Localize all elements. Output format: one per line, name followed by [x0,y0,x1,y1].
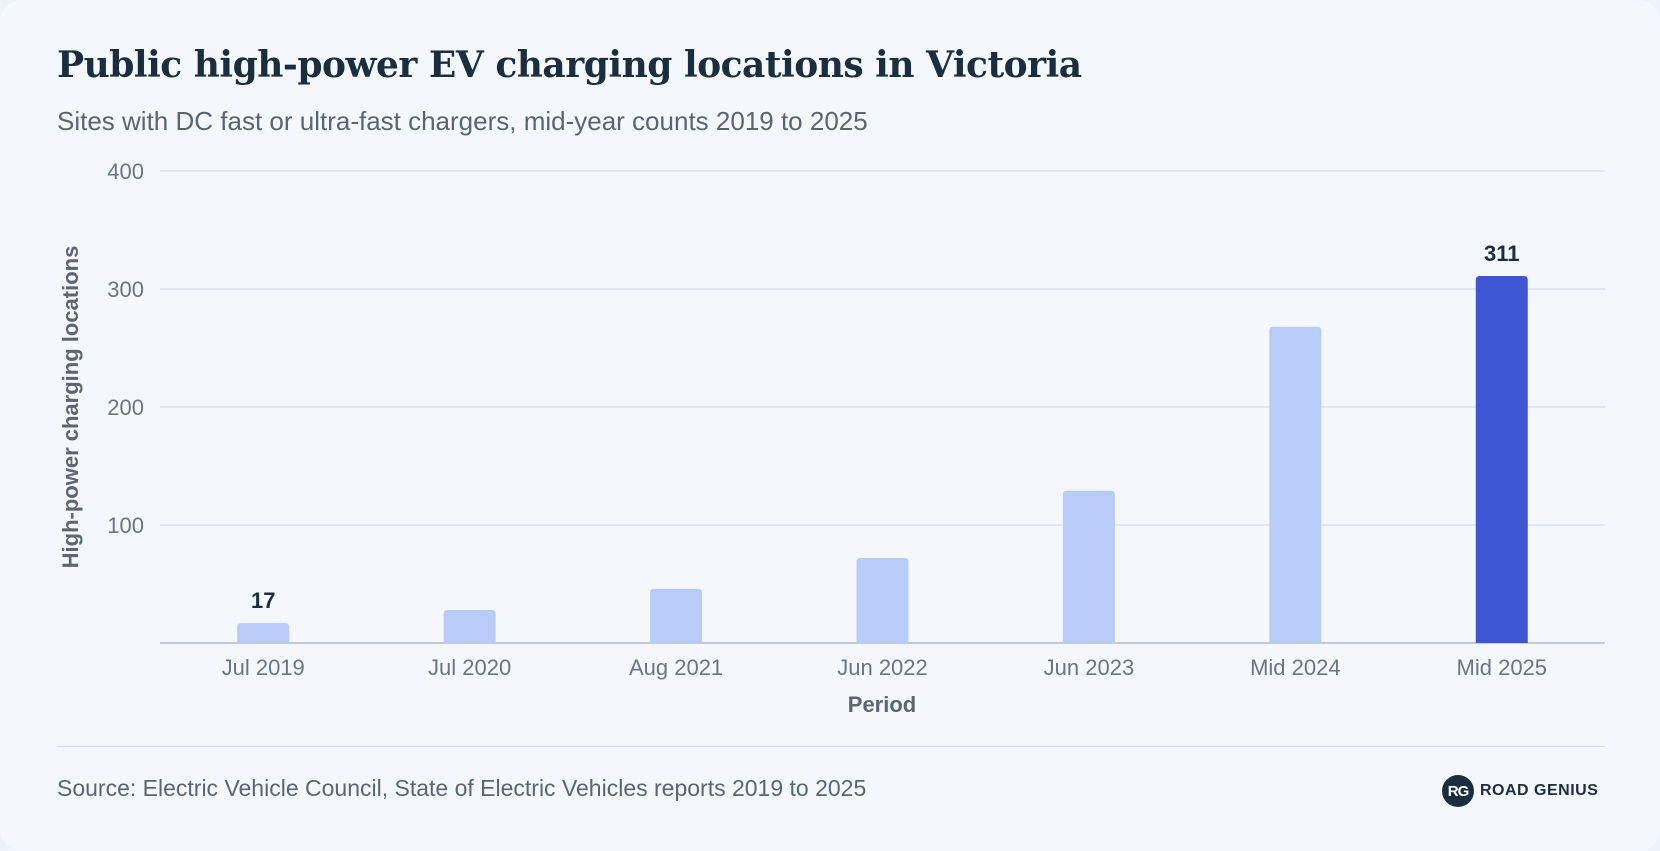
x-tick-label: Aug 2021 [629,655,723,680]
brand-mark-icon: RG [1442,775,1474,807]
x-tick-label: Jun 2023 [1044,655,1135,680]
x-tick-label: Jul 2019 [222,655,305,680]
brand-logo: RG ROAD GENIUS [1442,775,1598,807]
bars [237,276,1528,643]
bar-jul-2019 [237,622,290,643]
bar-mid-2024 [1269,326,1322,643]
bar-jul-2020 [443,609,496,643]
footer-divider [57,746,1605,747]
chart-title: Public high-power EV charging locations … [57,44,1082,86]
x-tick-label: Jun 2022 [837,655,928,680]
bar-jun-2023 [1062,490,1115,643]
y-tick-label: 200 [107,395,144,420]
chart-subtitle: Sites with DC fast or ultra-fast charger… [57,106,868,136]
data-label: 17 [251,588,275,613]
grid-lines [160,170,1605,644]
bar-mid-2025 [1475,276,1528,643]
x-axis-ticks: Jul 2019 Jul 2020 Aug 2021 Jun 2022 Jun 2023… [222,655,1547,680]
x-tick-label: Mid 2025 [1457,655,1548,680]
x-tick-label: Mid 2024 [1250,655,1341,680]
bar-jun-2022 [856,558,909,643]
x-tick-label: Jul 2020 [428,655,511,680]
y-axis-ticks: 100 200 300 400 [107,159,144,538]
bar-aug-2021 [650,588,703,643]
bar-chart: 100 200 300 400 Jul 2019 Jul 2020 Aug 2021 Jun… [58,159,1605,717]
brand-name: ROAD GENIUS [1480,782,1599,799]
source-note: Source: Electric Vehicle Council, State … [57,775,867,801]
y-axis-title: High-power charging locations [58,246,83,569]
y-tick-label: 100 [107,513,144,538]
y-tick-label: 400 [107,159,144,184]
y-tick-label: 300 [107,277,144,302]
x-axis-title: Period [848,692,916,717]
data-label: 311 [1484,241,1520,266]
data-labels: 17 311 [251,241,1520,613]
